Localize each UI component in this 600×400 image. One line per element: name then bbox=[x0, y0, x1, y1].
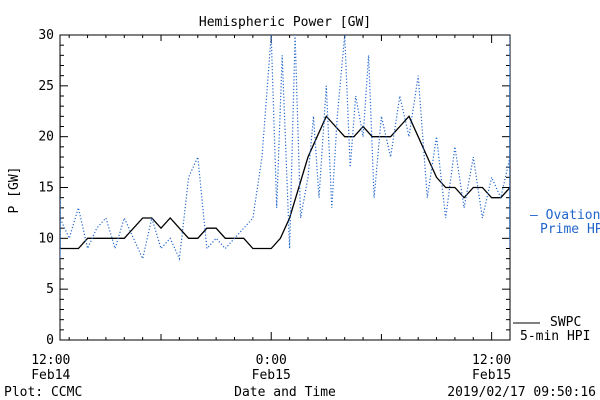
x-tick-time-label: 12:00 bbox=[31, 353, 70, 368]
y-tick-label: 10 bbox=[38, 231, 54, 246]
x-tick-time-label: 0:00 bbox=[256, 353, 287, 368]
y-tick-label: 0 bbox=[46, 333, 54, 348]
legend-swpc-line2: 5-min HPI bbox=[520, 329, 590, 344]
x-tick-time-label: 12:00 bbox=[472, 353, 511, 368]
swpc-hpi-series-line bbox=[60, 55, 510, 250]
y-tick-label: 15 bbox=[38, 181, 54, 196]
y-tick-label: 25 bbox=[38, 79, 54, 94]
x-tick-date-label: Feb14 bbox=[31, 368, 70, 383]
legend-swpc-line1: SWPC bbox=[550, 315, 581, 330]
y-tick-label: 30 bbox=[38, 28, 54, 43]
plot-area-frame bbox=[59, 34, 511, 341]
legend: — Ovation Prime HPI SWPC 5-min HPI bbox=[513, 208, 600, 344]
x-tick-date-label: Feb15 bbox=[252, 368, 291, 383]
y-axis-label: P [GW] bbox=[7, 167, 22, 214]
x-tick-date-label: Feb15 bbox=[472, 368, 511, 383]
y-tick-label: 5 bbox=[46, 282, 54, 297]
ovation-prime-series-line bbox=[60, 35, 510, 261]
footer-source: Plot: CCMC bbox=[4, 385, 82, 400]
legend-ovation-line1: — Ovation bbox=[530, 208, 600, 223]
y-tick-label: 20 bbox=[38, 130, 54, 145]
chart-title: Hemispheric Power [GW] bbox=[199, 15, 371, 30]
x-axis-ticks: 12:00Feb140:00Feb1512:00Feb150:00Feb1612… bbox=[31, 35, 511, 383]
series-layer bbox=[60, 35, 510, 261]
legend-ovation-line2: Prime HPI bbox=[540, 222, 600, 237]
footer-timestamp: 2019/02/17 09:50:16 bbox=[447, 385, 596, 400]
y-axis-ticks: 0 5 10 15 20 25 30 bbox=[38, 28, 510, 348]
x-axis-label: Date and Time bbox=[234, 385, 336, 400]
